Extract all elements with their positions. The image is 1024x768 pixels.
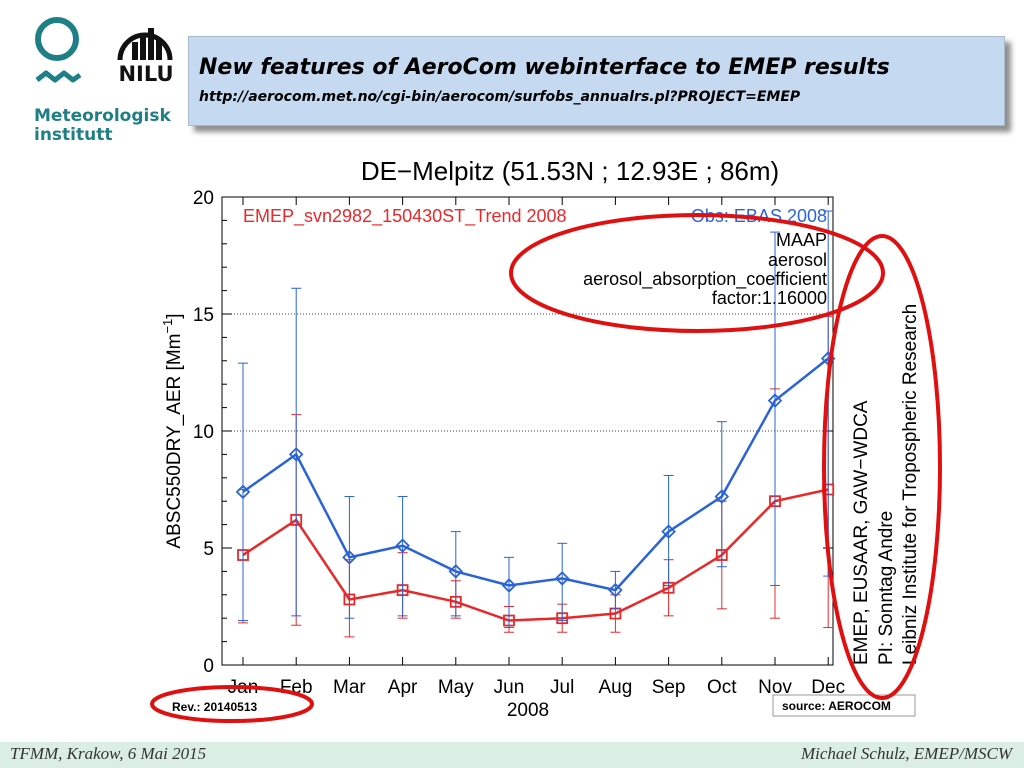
x-tick-label: Jun [494,677,525,698]
x-tick-label: Sep [652,677,686,698]
y-axis-label-end: ] [164,313,185,318]
series-line [242,357,829,592]
annotation-factor: factor:1.16000 [712,288,827,308]
nilu-logo-text: NILU [118,62,174,86]
footer-right: Michael Schulz, EMEP/MSCW [800,744,1012,763]
data-point [235,484,251,500]
data-point [714,489,730,504]
station-info-network: EMEP, EUSAAR, GAW−WDCA [851,400,872,665]
highlight-annotation-ellipse [509,213,885,333]
x-axis-label: 2008 [507,700,549,721]
chart: DE−Melpitz (51.53N ; 12.93E ; 86m) 0 5 10 1… [150,156,942,723]
series-line [242,488,829,622]
y-axis-label: ABSC550DRY_AER [Mm−1] [160,313,185,548]
x-tick-label: Oct [707,677,737,698]
data-point [661,524,676,539]
source-box [772,694,916,717]
nilu-skyline-icon [117,28,173,61]
legend-model: EMEP_svn2982_150430ST_Trend 2008 [243,206,567,227]
met-logo-circle-icon [35,17,79,61]
x-tick-label: Jul [550,677,574,698]
data-point [448,564,464,579]
footer-left: TFMM, Krakow, 6 Mai 2015 [10,744,207,763]
legend-obs: Obs: EBAS 2008 [691,206,827,226]
slide-url: http://aerocom.met.no/cgi-bin/aerocom/su… [199,89,801,105]
series-layer [235,210,836,638]
station-info-institute: Leibniz Institute for Tropospheric Resea… [900,304,921,665]
logo-graphics [35,17,173,83]
y-tick-label: 10 [193,422,214,443]
chart-title: DE−Melpitz (51.53N ; 12.93E ; 86m) [361,156,779,186]
data-point [288,447,304,462]
station-info-pi: PI: Sonntag Andre [876,511,897,665]
y-tick-label: 15 [193,305,214,326]
y-axis-label-main: ABSC550DRY_AER [Mm [164,334,185,549]
revision-label: Rev.: 20140513 [172,700,258,714]
y-tick-label: 0 [203,656,214,677]
met-logo-text: Meteorologisk institutt [34,106,171,145]
met-logo-wave-icon [35,70,82,83]
data-point [395,538,410,553]
highlight-station-ellipse [822,234,942,700]
source-label: source: AEROCOM [782,699,891,713]
data-point [342,550,357,565]
x-tick-label: Mar [333,677,366,698]
highlight-revision-ellipse [150,685,314,723]
data-point [501,578,517,593]
x-tick-label: May [438,677,474,698]
y-tick-label: 5 [203,539,214,560]
y-tick-label: 20 [193,188,214,209]
slide-title-box: New features of AeroCom webinterface to … [188,36,1005,126]
data-point [767,393,783,408]
x-tick-label: Nov [758,677,792,698]
x-tick-label: Apr [388,677,418,698]
annotation-variable: MAAP [776,230,827,250]
grid-lines [222,313,833,432]
slide-title: New features of AeroCom webinterface to … [199,55,890,80]
data-point [554,571,570,586]
footer: TFMM, Krakow, 6 Mai 2015 Michael Schulz,… [0,742,1024,768]
annotation-parameter: aerosol_absorption_coefficient [583,269,827,290]
annotation-category: aerosol [768,250,827,270]
x-tick-label: Dec [811,677,845,698]
x-tick-label: Aug [598,677,632,698]
data-point [608,582,623,598]
y-axis-label-sup: −1 [160,319,175,334]
logos: NILU Meteorologisk institutt [0,0,185,160]
